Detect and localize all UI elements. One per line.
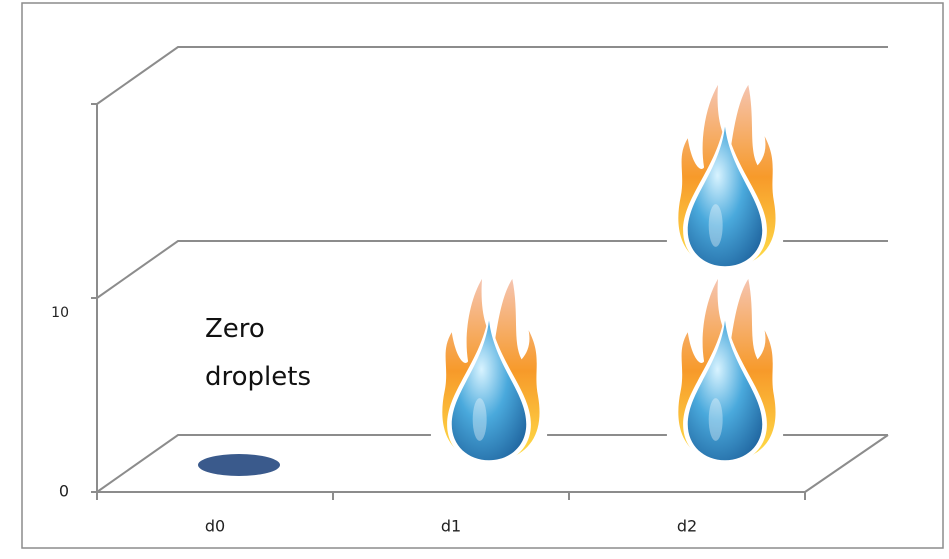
x-tick-label: d1 bbox=[441, 517, 461, 536]
icon-stack bbox=[667, 80, 783, 468]
droplet-icon bbox=[667, 274, 783, 468]
droplet-icon bbox=[431, 274, 547, 468]
page: 0 10 d0 d1 d2 Zero droplets bbox=[0, 0, 949, 559]
droplet-icon bbox=[667, 80, 783, 274]
y-tick-label: 10 bbox=[51, 305, 69, 321]
floor-edge bbox=[805, 435, 888, 492]
x-tick-label: d0 bbox=[205, 517, 225, 536]
icon-stack bbox=[431, 274, 547, 468]
y-tick-label: 0 bbox=[59, 482, 69, 501]
annotation: Zero droplets bbox=[205, 305, 355, 401]
zero-marker bbox=[198, 454, 280, 476]
x-tick-label: d2 bbox=[677, 517, 697, 536]
chart: 0 10 d0 d1 d2 bbox=[0, 0, 949, 559]
